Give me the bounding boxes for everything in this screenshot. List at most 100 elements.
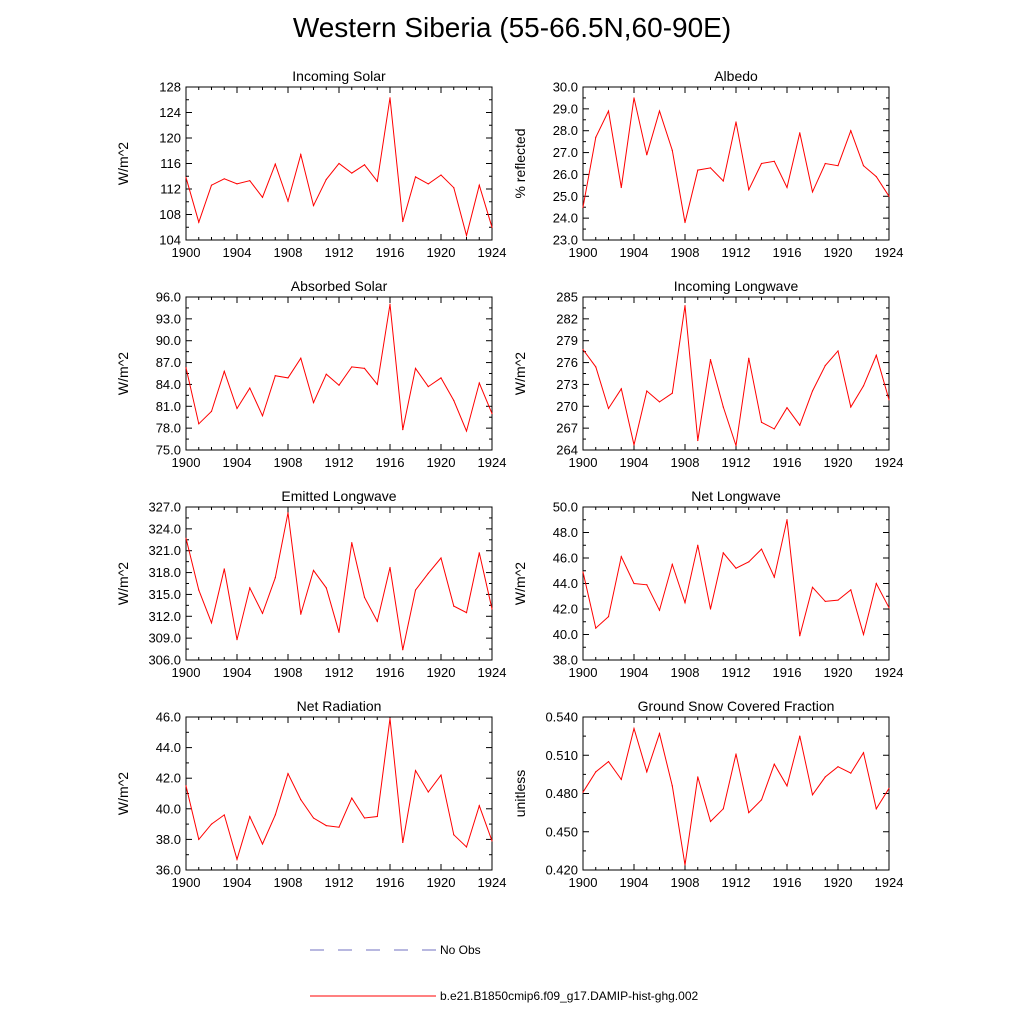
y-tick-label: 324.0 [148,521,181,536]
data-point [888,787,890,790]
data-point [198,589,200,591]
x-tick-label: 1924 [478,665,507,680]
y-tick-label: 40.0 [156,801,181,816]
data-point [722,180,724,182]
data-point [722,808,724,810]
data-point [427,183,429,185]
data-point [325,825,327,827]
data-point [465,430,468,432]
x-tick-label: 1924 [875,665,904,680]
data-point [633,97,635,99]
data-point [236,183,238,185]
data-point [607,616,610,618]
data-point [185,176,187,179]
y-tick-label: 112 [160,182,181,197]
x-tick-label: 1904 [223,245,252,260]
y-tick-label: 315.0 [148,587,181,602]
data-point [223,178,225,180]
data-point [824,776,826,778]
data-point [236,858,238,860]
y-tick-label: 306.0 [148,653,181,668]
data-point [427,572,429,574]
data-point [811,586,814,588]
data-point [261,612,264,614]
data-point [786,519,788,521]
y-tick-label: 264 [556,443,578,458]
data-point [671,563,673,565]
y-tick-label: 75.0 [156,443,181,458]
data-point [363,596,366,598]
data-point [300,357,302,359]
y-tick-label: 124 [159,105,181,120]
y-tick-label: 282 [556,311,578,326]
data-point [440,557,442,559]
data-point [453,187,455,189]
panel-title: Emitted Longwave [281,488,396,504]
data-point [658,732,661,735]
data-point [274,163,276,165]
data-point [850,130,852,132]
x-tick-label: 1920 [824,875,853,890]
y-tick-label: 0.480 [545,786,578,801]
data-point [478,552,480,554]
data-point [684,602,686,604]
y-axis-label: W/m^2 [115,142,131,185]
y-tick-label: 312.0 [148,609,181,624]
y-axis-label: % reflected [512,128,528,198]
y-axis-label: W/m^2 [115,772,131,815]
y-tick-label: 276 [556,355,578,370]
x-tick-label: 1904 [223,875,252,890]
data-point [287,512,289,514]
x-tick-label: 1900 [172,245,201,260]
panel-2: Absorbed Solar W/m^2 1900 1904 1908 1912 1916 1… [115,278,506,470]
data-point [748,812,750,814]
y-axis-label: W/m^2 [512,352,528,395]
data-point [402,429,404,431]
x-tick-label: 1916 [376,245,405,260]
data-point [582,571,584,573]
data-point [786,407,788,409]
data-point [312,569,315,571]
data-point [888,607,890,609]
x-tick-label: 1912 [325,875,354,890]
data-point [440,377,442,379]
data-point [697,544,699,546]
data-point [811,191,814,193]
data-point [312,402,315,404]
data-point [607,761,610,763]
x-tick-label: 1900 [569,665,598,680]
data-point [875,582,877,585]
x-tick-label: 1920 [427,665,456,680]
data-point [198,838,200,841]
y-tick-label: 36.0 [156,863,181,878]
x-tick-label: 1920 [824,455,853,470]
data-point [312,817,315,819]
data-point [402,220,404,223]
legend-obs-swatch [310,949,436,951]
y-tick-label: 84.0 [156,377,181,392]
y-tick-label: 44.0 [156,740,181,755]
data-point [312,204,315,207]
x-tick-label: 1924 [478,245,507,260]
panel-title: Absorbed Solar [291,278,388,294]
x-tick-label: 1908 [671,665,700,680]
x-tick-label: 1904 [620,245,649,260]
data-point [760,799,763,801]
data-point [478,184,480,186]
data-point [709,167,712,169]
y-tick-label: 23.0 [553,233,578,248]
data-point [491,840,493,842]
x-tick-label: 1920 [427,875,456,890]
x-tick-label: 1904 [620,875,649,890]
y-tick-label: 116 [160,156,181,171]
data-point [760,162,763,165]
data-point [414,769,417,772]
data-point [582,791,584,793]
data-point [300,153,302,156]
data-point [261,196,264,198]
y-tick-label: 0.450 [545,824,578,839]
y-tick-label: 279 [556,333,578,348]
y-tick-label: 42.0 [553,602,578,617]
x-tick-label: 1912 [722,665,751,680]
